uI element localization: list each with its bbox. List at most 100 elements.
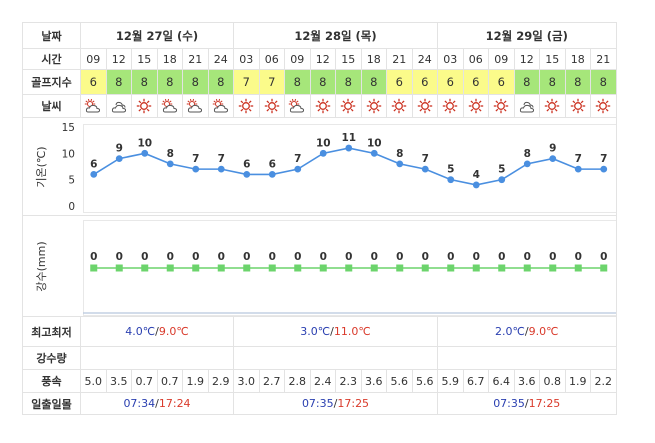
weather-cell <box>513 94 540 118</box>
sunny-icon <box>569 98 587 114</box>
wind-speed-cell: 0.7 <box>131 369 158 393</box>
time-cell: 15 <box>335 48 362 70</box>
day-2-sun: 07:35/17:25 <box>233 392 438 415</box>
precipitation-data-label: 0 <box>600 251 607 263</box>
temperature-point <box>600 165 608 173</box>
separator: / <box>155 325 159 338</box>
time-cell: 12 <box>513 48 540 70</box>
wind-speed-cell: 5.6 <box>386 369 413 393</box>
wind-speed-cell: 3.6 <box>513 369 540 393</box>
precipitation-point <box>192 264 200 272</box>
temperature-data-label: 8 <box>524 148 531 160</box>
weather-cell <box>284 94 311 118</box>
partly-cloudy-icon <box>161 98 179 114</box>
day-3-precip <box>437 346 617 370</box>
weather-cell <box>539 94 566 118</box>
precipitation-point <box>115 264 123 272</box>
sunny-icon <box>416 98 434 114</box>
weather-cell <box>207 94 234 118</box>
precipitation-data-label: 0 <box>141 251 148 263</box>
sunny-icon <box>594 98 612 114</box>
golf-index-label: 골프지수 <box>22 69 81 95</box>
time-cell: 09 <box>488 48 515 70</box>
wind-speed-cell: 3.0 <box>233 369 260 393</box>
precipitation-data-label: 0 <box>549 251 556 263</box>
temperature-chart-svg: 기온(℃) 15 10 5 0 6 9 10 8 7 7 6 6 7 10 11 10 8 7 5 4 5 8 9 7 7 <box>35 122 616 213</box>
time-cell: 18 <box>360 48 387 70</box>
partly-cloudy-icon <box>288 98 306 114</box>
precipitation-point <box>600 264 608 272</box>
weather-cell <box>131 94 158 118</box>
time-cell: 12 <box>105 48 132 70</box>
precipitation-data-label: 0 <box>116 251 123 263</box>
precipitation-data-label: 0 <box>345 251 352 263</box>
golf-index-cell: 8 <box>513 69 540 95</box>
temperature-axis-label: 기온(℃) <box>35 146 48 187</box>
temperature-point <box>498 176 506 184</box>
precipitation-data-label: 0 <box>269 251 276 263</box>
wind-speed-cell: 1.9 <box>182 369 209 393</box>
precipitation-data-label: 0 <box>243 251 250 263</box>
wind-speed-cell: 3.5 <box>105 369 132 393</box>
weather-cell <box>182 94 209 118</box>
golf-index-cell: 8 <box>182 69 209 95</box>
golf-index-cell: 8 <box>105 69 132 95</box>
golf-index-cell: 8 <box>360 69 387 95</box>
time-cell: 03 <box>437 48 464 70</box>
time-cell: 24 <box>411 48 438 70</box>
sunny-icon <box>314 98 332 114</box>
sunny-icon <box>365 98 383 114</box>
precipitation-chart-svg: 강수(mm) 0 0 0 0 0 0 0 0 0 0 0 0 0 0 0 0 0 0 0 0 0 <box>35 220 616 316</box>
time-cell: 15 <box>131 48 158 70</box>
time-cell: 18 <box>156 48 183 70</box>
weather-forecast-table: 날짜 12월 27일 (수) 12월 28일 (목) 12월 29일 (금) 시… <box>22 22 617 415</box>
wind-speed-cell: 2.9 <box>207 369 234 393</box>
date-label: 날짜 <box>22 22 81 49</box>
precipitation-point <box>141 264 149 272</box>
temperature-plot-area <box>83 124 616 213</box>
golf-index-cell: 6 <box>462 69 489 95</box>
sunny-icon <box>390 98 408 114</box>
sunrise-sunset-row: 일출일몰 07:34/17:24 07:35/17:25 07:35/17:25 <box>22 392 617 415</box>
temperature-point <box>447 176 455 184</box>
precipitation-data-label: 0 <box>498 251 505 263</box>
weather-cell <box>156 94 183 118</box>
temperature-point <box>396 160 404 168</box>
day-3-sunrise: 07:35 <box>493 397 525 410</box>
temperature-point <box>294 165 302 173</box>
time-cell: 06 <box>462 48 489 70</box>
precipitation-point <box>217 264 225 272</box>
temperature-point <box>90 171 98 178</box>
precipitation-point <box>421 264 429 272</box>
precipitation-data-label: 0 <box>90 251 97 263</box>
precipitation-point <box>243 264 251 272</box>
time-row: 시간 09 12 15 18 21 24 03 06 09 12 15 18 21 24 03 06 09 12 1… <box>22 48 617 70</box>
wind-speed-cell: 2.3 <box>335 369 362 393</box>
time-cell: 21 <box>386 48 413 70</box>
temperature-chart-row: 기온(℃) 15 10 5 0 6 9 10 8 7 7 6 6 7 10 11 10 8 7 5 4 5 8 9 7 7 <box>22 117 617 216</box>
precipitation-plot-area <box>83 220 616 316</box>
precipitation-point <box>396 264 404 272</box>
separator: / <box>333 397 338 410</box>
temperature-data-label: 6 <box>269 158 276 170</box>
weather-cell <box>258 94 285 118</box>
wind-speed-cell: 2.4 <box>309 369 336 393</box>
sunny-icon <box>492 98 510 114</box>
sunrise-sunset-label: 일출일몰 <box>22 392 81 415</box>
day-3-date: 12월 29일 (금) <box>437 22 617 49</box>
golf-index-cell: 8 <box>131 69 158 95</box>
temperature-data-label: 9 <box>116 143 123 155</box>
precipitation-point <box>370 264 378 272</box>
temperature-data-label: 10 <box>137 137 152 149</box>
day-1-sunrise: 07:34 <box>123 397 156 410</box>
day-1-sun: 07:34/17:24 <box>80 392 234 415</box>
sunny-icon <box>543 98 561 114</box>
weather-cell <box>590 94 617 118</box>
temperature-point <box>472 181 480 189</box>
precipitation-point <box>166 264 174 272</box>
precipitation-data-label: 0 <box>396 251 403 263</box>
temperature-data-label: 8 <box>396 148 403 160</box>
weather-cell <box>80 94 107 118</box>
temperature-point <box>549 155 557 162</box>
day-3-sunset: 17:25 <box>528 397 561 410</box>
